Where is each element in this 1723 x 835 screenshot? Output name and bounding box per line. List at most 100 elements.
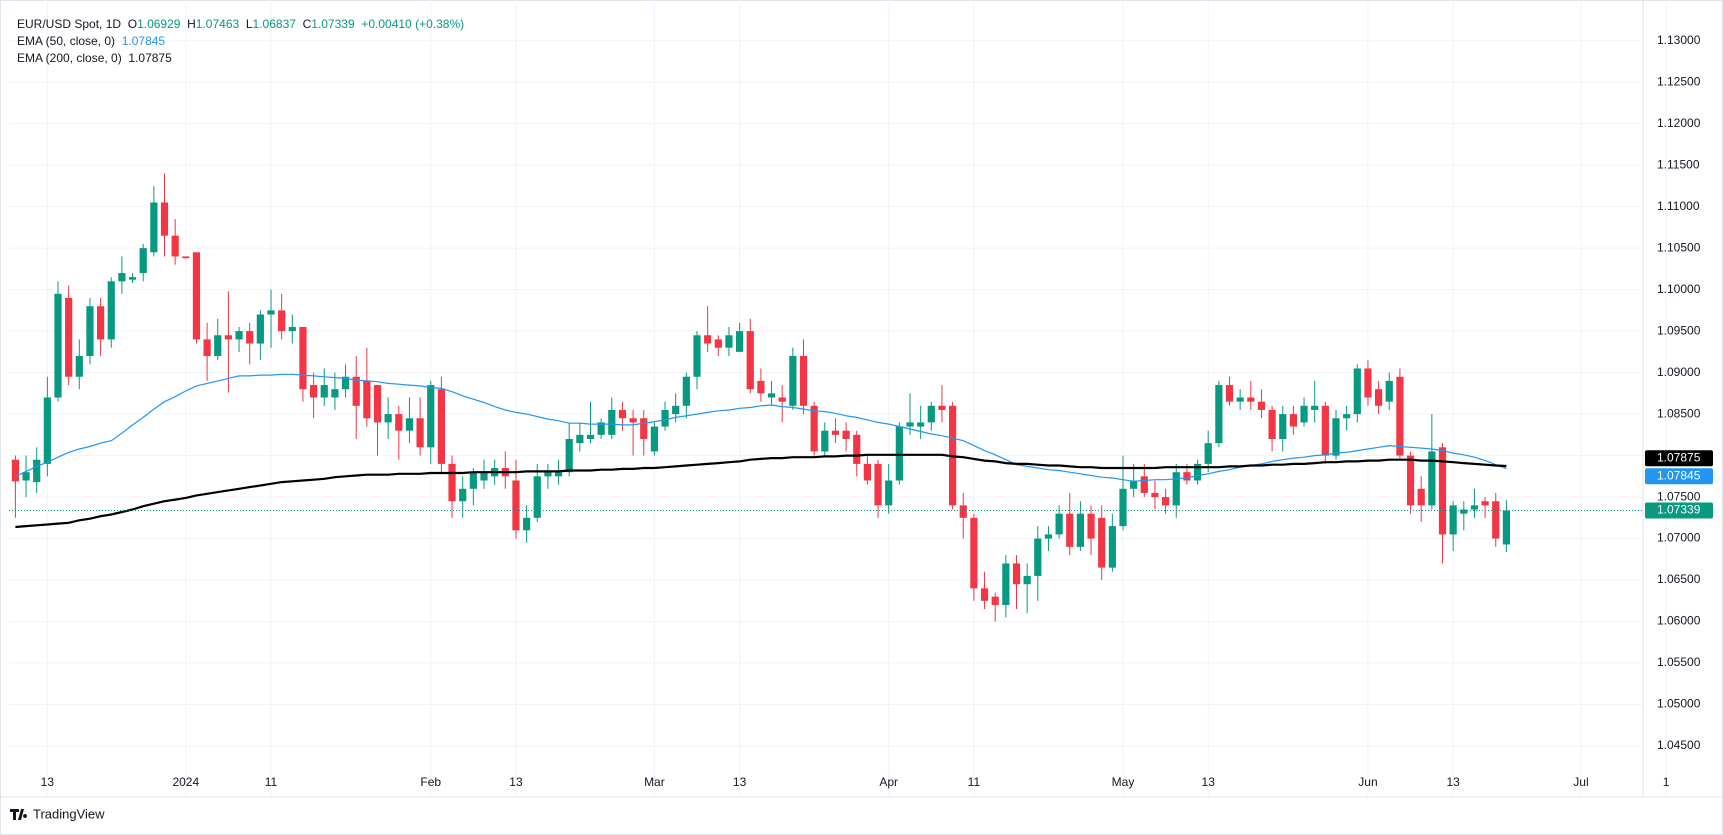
candle-body <box>1119 488 1127 527</box>
candle-body <box>118 273 126 282</box>
y-tick-label: 1.05500 <box>1657 655 1701 669</box>
candle-body <box>1108 526 1116 568</box>
candle-body <box>1396 376 1404 456</box>
y-tick-label: 1.11000 <box>1657 199 1700 213</box>
candle-body <box>1098 517 1106 568</box>
change: +0.00410 <box>361 17 412 31</box>
ohlc-prefix: C <box>302 17 312 31</box>
ema50-price-tag: 1.07845 <box>1657 468 1701 482</box>
brand-logo[interactable]: TradingView <box>10 806 105 821</box>
candle-body <box>150 202 158 253</box>
candle-body <box>288 326 296 332</box>
y-tick-label: 1.09500 <box>1657 323 1701 337</box>
candle-body <box>448 463 456 502</box>
candle-body <box>586 434 595 439</box>
ema200-price-tag-bg <box>1645 450 1713 467</box>
candle-body <box>842 430 850 439</box>
candle-body <box>22 472 30 481</box>
candle-body <box>1225 385 1234 402</box>
candle-body <box>682 376 690 406</box>
candle-body <box>831 430 840 435</box>
candle-body <box>1449 505 1457 535</box>
candle-body <box>1172 472 1180 506</box>
candle-body <box>704 335 712 344</box>
candle-body <box>672 405 680 415</box>
y-tick-label: 1.06000 <box>1657 614 1701 628</box>
candle-body <box>650 426 658 452</box>
candle-body <box>1087 513 1095 539</box>
candle-body <box>1300 405 1308 423</box>
candle-body <box>736 331 744 352</box>
candle-body <box>1023 575 1031 585</box>
candle-body <box>533 476 541 518</box>
logo-mark <box>10 809 28 820</box>
candle-body <box>469 472 477 489</box>
x-tick-label: 13 <box>1446 775 1460 789</box>
candle-body <box>640 418 648 439</box>
candle-body <box>416 418 424 448</box>
candle-body <box>1236 397 1244 402</box>
candle-body <box>182 256 190 259</box>
candle-body <box>192 252 201 340</box>
candle-body <box>1470 505 1479 510</box>
candle-body <box>86 306 94 357</box>
x-tick-label: 13 <box>41 775 55 789</box>
x-tick-label: 13 <box>509 775 523 789</box>
candle-body <box>757 380 765 394</box>
candle-body <box>65 297 73 377</box>
candle-body <box>576 434 584 444</box>
candle-body <box>1385 380 1393 402</box>
x-tick-label: 1 <box>1663 775 1670 789</box>
candle-body <box>299 326 307 390</box>
candle-body <box>1034 538 1042 576</box>
candle-body <box>810 405 818 452</box>
ema-name[interactable]: EMA (200, close, 0) <box>17 51 122 65</box>
candle-body <box>853 434 861 464</box>
ema-name[interactable]: EMA (50, close, 0) <box>17 34 116 48</box>
candle-body <box>980 588 989 601</box>
y-tick-label: 1.11500 <box>1657 157 1700 171</box>
y-tick-label: 1.13000 <box>1657 33 1701 47</box>
candle-body <box>75 356 83 377</box>
candle-body <box>107 281 115 340</box>
x-tick-label: Jun <box>1358 775 1377 789</box>
candle-body <box>938 405 946 410</box>
candle-body <box>608 409 616 435</box>
candle-body <box>895 426 903 481</box>
candle-body <box>1481 501 1489 506</box>
candle-body <box>544 472 552 477</box>
last-price-tag-bg <box>1645 502 1713 519</box>
candle-body <box>714 339 722 348</box>
candle-body <box>1364 368 1372 398</box>
candle-body <box>1076 513 1084 547</box>
ohlc-high: 1.07463 <box>195 17 240 31</box>
ema-line <box>15 453 1507 529</box>
candle-body <box>1215 385 1223 444</box>
ohlc-low: 1.06837 <box>252 17 296 31</box>
candle-body <box>874 463 882 506</box>
candle-body <box>203 339 211 357</box>
candle-body <box>906 422 914 427</box>
candle-body <box>139 248 147 274</box>
y-tick-label: 1.06500 <box>1657 572 1701 586</box>
symbol-title[interactable]: EUR/USD Spot, 1D <box>17 17 122 31</box>
candle-body <box>597 422 605 435</box>
candle-body <box>171 235 179 257</box>
candle-body <box>97 306 105 340</box>
candle-body <box>395 414 403 431</box>
ohlc-open: 1.06929 <box>137 17 181 31</box>
candle-body <box>1268 409 1276 439</box>
change-pct: (+0.38%) <box>415 17 465 31</box>
ema-line: EMA (50, close, 0) 1.07845 <box>17 33 464 50</box>
candle-body <box>799 356 808 406</box>
brand-text: TradingView <box>33 806 105 821</box>
y-tick-label: 1.04500 <box>1657 738 1701 752</box>
candle-body <box>459 488 467 502</box>
candle-body <box>267 310 275 315</box>
candle-body <box>1311 405 1319 410</box>
candle-body <box>320 385 328 398</box>
candle-body <box>1502 510 1510 545</box>
candle-body <box>310 385 318 398</box>
